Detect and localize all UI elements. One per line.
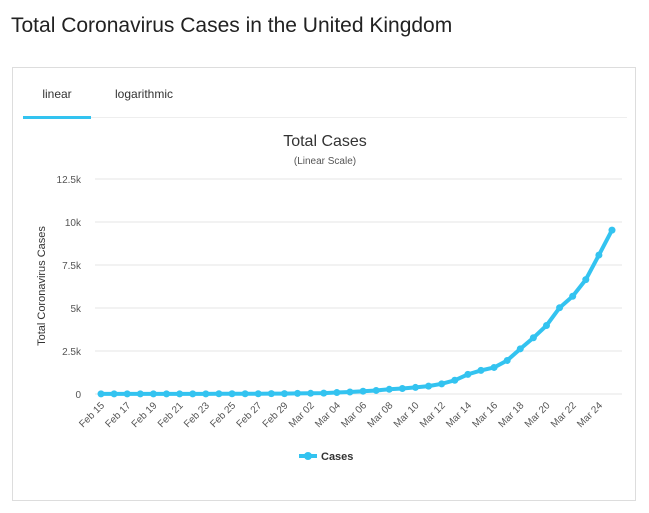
x-tick-label: Feb 17 xyxy=(104,400,134,430)
x-tick-label: Mar 08 xyxy=(366,400,396,430)
legend-item-cases: Cases xyxy=(321,451,353,463)
data-point xyxy=(149,390,157,398)
x-tick-label: Mar 04 xyxy=(313,400,343,430)
chart-card: linear logarithmic Total Cases (Linear Sc… xyxy=(12,67,636,501)
data-point xyxy=(97,390,105,398)
data-point xyxy=(398,384,406,392)
data-point xyxy=(516,345,524,353)
data-point xyxy=(582,276,590,284)
y-tick-label: 0 xyxy=(75,390,81,401)
data-point xyxy=(202,390,210,398)
data-point xyxy=(608,226,616,234)
data-point xyxy=(136,390,144,398)
data-point xyxy=(320,389,328,397)
x-tick-label: Mar 20 xyxy=(523,400,553,430)
x-tick-label: Feb 21 xyxy=(156,400,186,430)
data-point xyxy=(477,366,485,374)
data-point xyxy=(503,356,511,364)
data-point xyxy=(359,387,367,395)
x-tick-label: Mar 22 xyxy=(549,400,579,430)
tab-logarithmic[interactable]: logarithmic xyxy=(115,87,174,101)
data-point xyxy=(490,363,498,371)
data-point xyxy=(123,390,131,398)
x-tick-label: Mar 18 xyxy=(497,400,527,430)
x-tick-label: Mar 10 xyxy=(392,400,422,430)
x-tick-label: Feb 19 xyxy=(130,400,160,430)
x-tick-label: Mar 02 xyxy=(287,400,317,430)
data-point xyxy=(176,390,184,398)
data-point xyxy=(372,386,380,394)
data-point xyxy=(241,390,249,398)
y-tick-label: 7.5k xyxy=(62,261,82,272)
x-tick-label: Mar 06 xyxy=(339,400,369,430)
scale-tabs: linear logarithmic xyxy=(23,68,627,119)
data-point xyxy=(385,385,393,393)
x-tick-label: Mar 14 xyxy=(444,400,474,430)
data-point xyxy=(280,390,288,398)
data-point xyxy=(569,292,577,300)
legend-marker-icon xyxy=(304,452,312,460)
y-tick-label: 10k xyxy=(65,218,82,229)
data-point xyxy=(267,390,275,398)
x-tick-label: Mar 16 xyxy=(470,400,500,430)
x-tick-label: Feb 23 xyxy=(182,400,212,430)
chart-subtitle: (Linear Scale) xyxy=(294,156,356,167)
chart-title: Total Cases xyxy=(283,133,367,150)
tab-linear[interactable]: linear xyxy=(23,87,91,119)
y-axis-label: Total Coronavirus Cases xyxy=(36,226,48,346)
data-point xyxy=(215,390,223,398)
x-tick-label: Mar 24 xyxy=(575,400,605,430)
data-point xyxy=(411,383,419,391)
x-tick-label: Feb 27 xyxy=(235,400,265,430)
data-point xyxy=(438,380,446,388)
data-point xyxy=(189,390,197,398)
data-point xyxy=(425,382,433,390)
y-tick-label: 12.5k xyxy=(57,175,82,186)
data-point xyxy=(307,389,315,397)
data-point xyxy=(294,389,302,397)
x-tick-label: Feb 29 xyxy=(261,400,291,430)
x-tick-label: Feb 25 xyxy=(208,400,238,430)
data-point xyxy=(228,390,236,398)
x-tick-label: Mar 12 xyxy=(418,400,448,430)
data-point xyxy=(542,321,550,329)
data-point xyxy=(529,334,537,342)
y-tick-label: 2.5k xyxy=(62,347,82,358)
data-point xyxy=(254,390,262,398)
data-point xyxy=(346,388,354,396)
data-point xyxy=(464,370,472,378)
y-tick-label: 5k xyxy=(70,304,82,315)
x-tick-label: Feb 15 xyxy=(77,400,107,430)
data-point xyxy=(556,304,564,312)
data-point xyxy=(595,251,603,259)
data-point xyxy=(163,390,171,398)
data-point xyxy=(451,376,459,384)
page-title: Total Coronavirus Cases in the United Ki… xyxy=(11,14,453,37)
line-chart: Total Cases (Linear Scale) Total Coronavir… xyxy=(36,133,622,463)
series-line-cases xyxy=(101,229,614,396)
data-point xyxy=(333,389,341,397)
data-point xyxy=(110,390,118,398)
